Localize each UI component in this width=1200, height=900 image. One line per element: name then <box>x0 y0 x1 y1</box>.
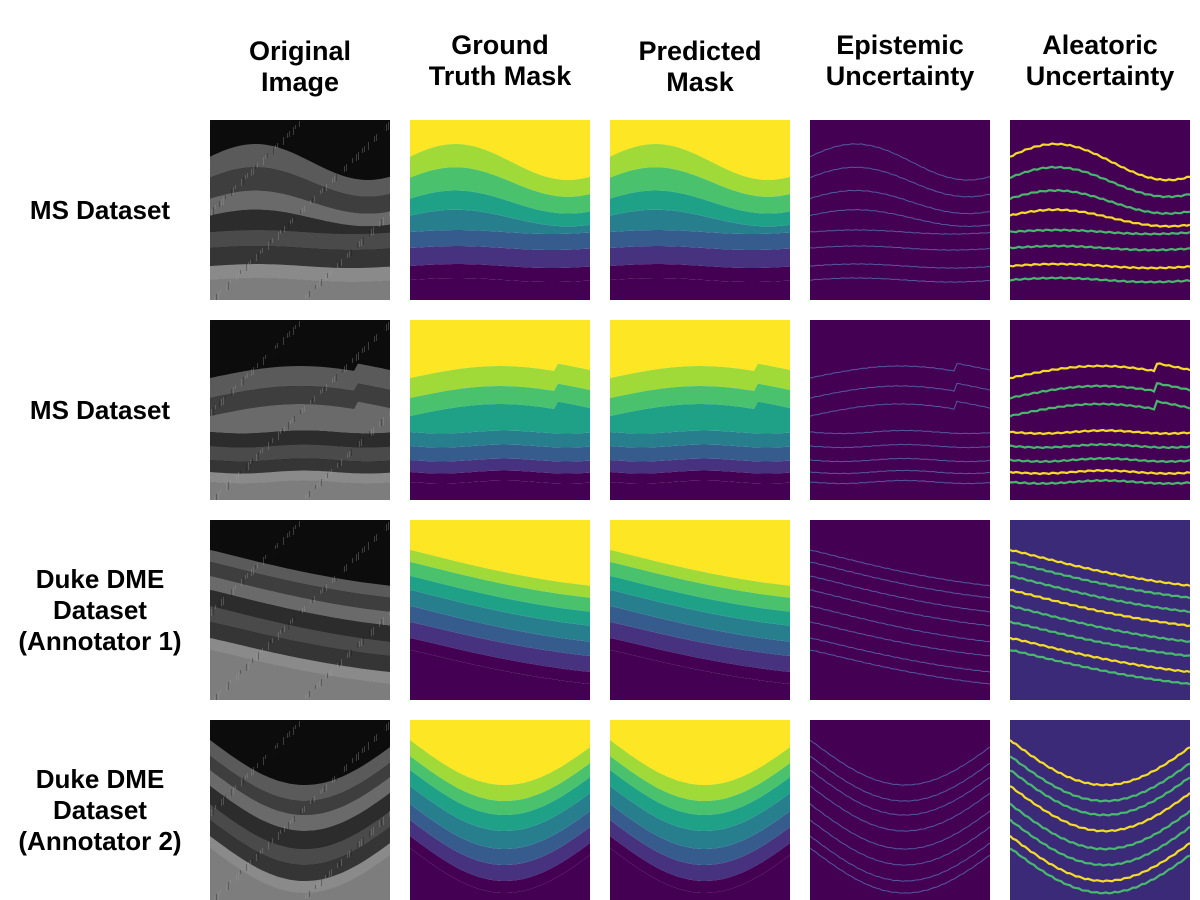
oct-image-row-4 <box>210 720 390 900</box>
row-label-ms-dataset-2: MS Dataset <box>29 394 171 425</box>
predicted-mask-row-1 <box>610 120 790 300</box>
column-header-epistemic-uncertainty: Epistemic Uncertainty <box>825 30 975 91</box>
aleatoric-uncertainty-map-row-4 <box>1010 720 1190 900</box>
aleatoric-uncertainty-map-row-3 <box>1010 520 1190 700</box>
oct-image-row-1 <box>210 120 390 300</box>
ground-truth-mask-row-4 <box>410 720 590 900</box>
epistemic-uncertainty-map-row-1 <box>810 120 990 300</box>
oct-image-row-2 <box>210 320 390 500</box>
epistemic-uncertainty-map-row-2 <box>810 320 990 500</box>
predicted-mask-row-3 <box>610 520 790 700</box>
column-header-ground-truth-mask: Ground Truth Mask <box>428 30 572 91</box>
predicted-mask-row-4 <box>610 720 790 900</box>
ground-truth-mask-row-1 <box>410 120 590 300</box>
row-label-duke-dme-annotator-2: Duke DME Dataset (Annotator 2) <box>18 763 182 856</box>
aleatoric-uncertainty-map-row-1 <box>1010 120 1190 300</box>
column-header-original-image: Original Image <box>248 36 351 97</box>
row-label-duke-dme-annotator-1: Duke DME Dataset (Annotator 1) <box>18 563 182 656</box>
epistemic-uncertainty-map-row-3 <box>810 520 990 700</box>
row-label-ms-dataset-1: MS Dataset <box>29 194 171 225</box>
column-header-predicted-mask: Predicted Mask <box>638 36 762 97</box>
ground-truth-mask-row-3 <box>410 520 590 700</box>
column-header-aleatoric-uncertainty: Aleatoric Uncertainty <box>1025 30 1175 91</box>
epistemic-uncertainty-map-row-4 <box>810 720 990 900</box>
ground-truth-mask-row-2 <box>410 320 590 500</box>
oct-image-row-3 <box>210 520 390 700</box>
aleatoric-uncertainty-map-row-2 <box>1010 320 1190 500</box>
predicted-mask-row-2 <box>610 320 790 500</box>
